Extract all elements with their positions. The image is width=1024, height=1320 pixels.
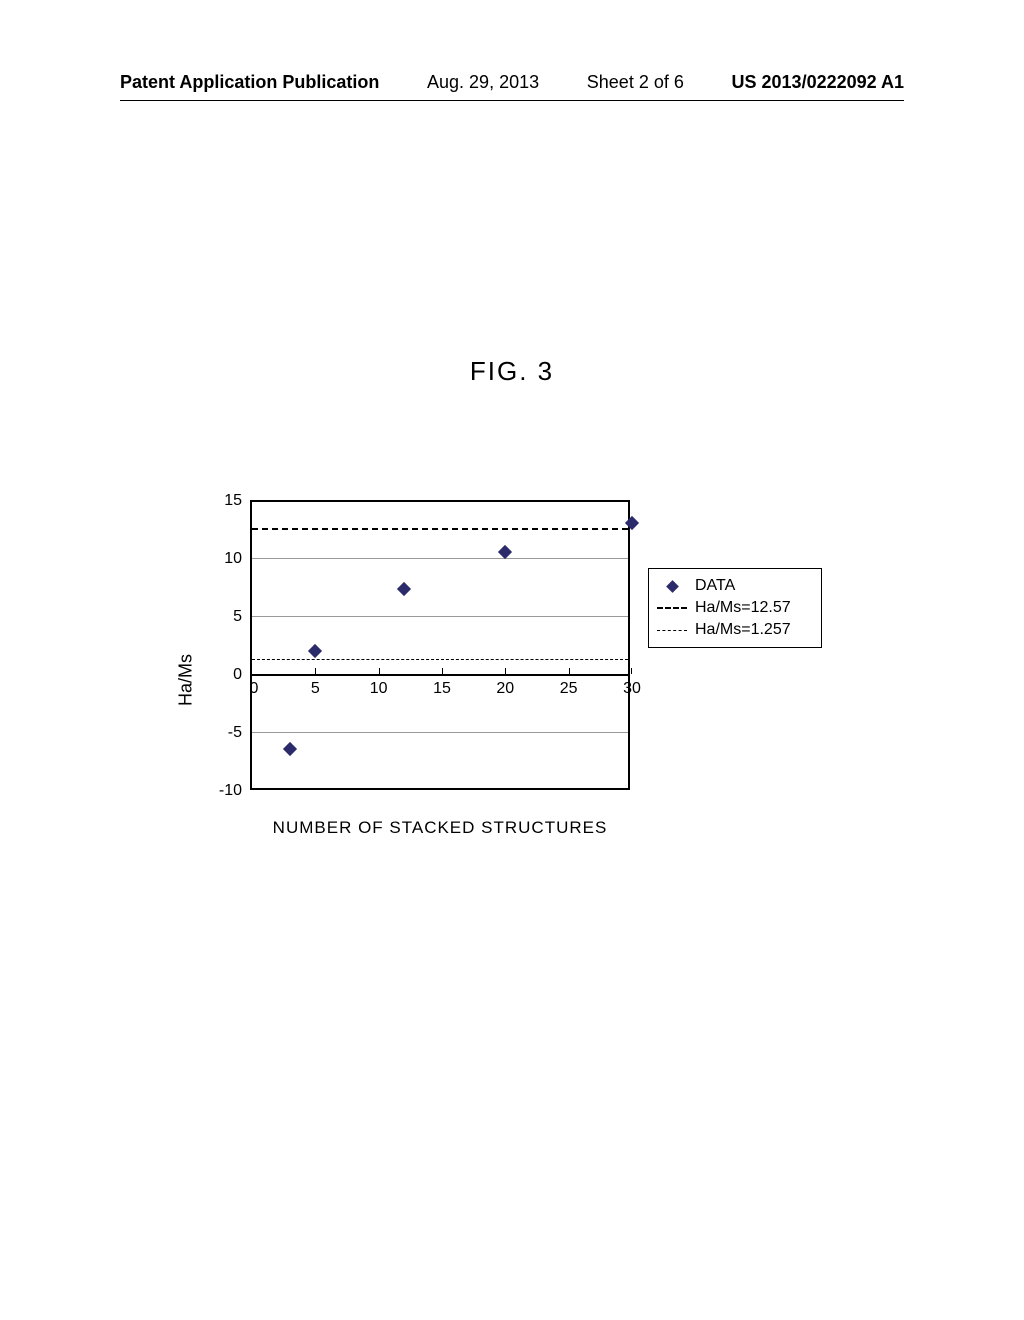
legend-entry-ref2: Ha/Ms=1.257 [657,619,813,641]
publication-number: US 2013/0222092 A1 [732,72,904,93]
y-tick-label: 10 [202,550,242,568]
x-tick-mark [631,668,632,674]
legend-line-icon [657,622,687,638]
legend-entry-ref1: Ha/Ms=12.57 [657,597,813,619]
chart: Ha/Ms 15 10 5 0 -5 -10 [170,490,870,870]
y-tick-label: -10 [202,782,242,800]
publication-label: Patent Application Publication [120,72,379,93]
legend-label: Ha/Ms=1.257 [695,619,791,641]
x-tick-label: 25 [554,680,584,698]
x-tick-mark [442,668,443,674]
data-point [308,644,322,658]
reference-line-1 [252,528,628,530]
page-header: Patent Application Publication Aug. 29, … [0,72,1024,93]
gridline [252,558,628,559]
x-tick-label: 5 [300,680,330,698]
data-point [397,582,411,596]
gridline [252,732,628,733]
x-tick-label: 10 [364,680,394,698]
x-tick-mark [569,668,570,674]
y-tick-label: -5 [202,724,242,742]
x-axis-zero-line [252,674,628,676]
x-tick-label: 30 [617,680,647,698]
x-tick-mark [379,668,380,674]
figure-title: FIG. 3 [0,356,1024,387]
legend: DATA Ha/Ms=12.57 Ha/Ms=1.257 [648,568,822,648]
reference-line-2 [252,659,628,660]
data-point [283,742,297,756]
x-tick-label: 0 [239,680,269,698]
y-tick-mark [252,500,258,501]
legend-label: DATA [695,575,735,597]
x-tick-label: 15 [427,680,457,698]
x-tick-mark [315,668,316,674]
header-rule [120,100,904,101]
plot-area: 0 5 10 15 20 25 30 [250,500,630,790]
y-tick-label: 0 [202,666,242,684]
legend-line-icon [657,600,687,616]
sheet-number: Sheet 2 of 6 [587,72,684,93]
y-tick-label: 5 [202,608,242,626]
x-axis-label: NUMBER OF STACKED STRUCTURES [250,818,630,838]
gridline [252,616,628,617]
y-axis-label: Ha/Ms [176,654,197,706]
legend-marker-icon [657,578,687,594]
y-tick-label: 15 [202,492,242,510]
legend-entry-data: DATA [657,575,813,597]
publication-date: Aug. 29, 2013 [427,72,539,93]
x-tick-label: 20 [490,680,520,698]
x-tick-mark [505,668,506,674]
legend-label: Ha/Ms=12.57 [695,597,791,619]
